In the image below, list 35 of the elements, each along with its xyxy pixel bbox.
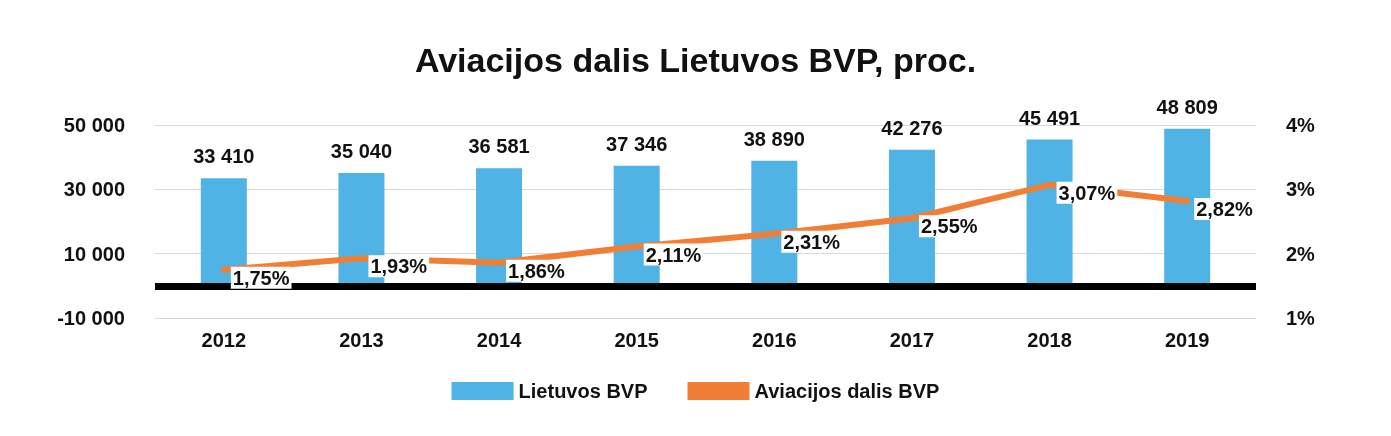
y-tick-label: 30 000 [63,178,125,201]
y-tick-label: 10 000 [63,242,125,265]
y2-tick-label: 3% [1286,178,1316,201]
x-tick-label: 2016 [752,329,797,351]
data-label: 33 410 [193,145,255,168]
chart-title: Aviacijos dalis Lietuvos BVP, proc. [414,41,977,79]
x-tick-label: 2013 [339,329,384,351]
x-tick-label: 2015 [614,329,659,351]
y2-tick-label: 1% [1286,307,1316,329]
x-tick-label: 2017 [889,329,935,351]
data-label: 42 276 [881,116,943,139]
y-tick-label: -10 000 [57,307,125,329]
legend-label: Aviacijos dalis BVP [754,380,940,402]
data-label: 2,82% [1196,197,1254,220]
x-tick-label: 2019 [1164,329,1210,351]
data-label: 36 581 [468,135,530,158]
y-tick-label: 50 000 [63,114,125,136]
legend-label: Lietuvos BVP [518,380,648,402]
data-label: 37 346 [606,132,668,155]
y2-tick-label: 4% [1286,114,1316,136]
data-label: 1,75% [232,266,290,289]
data-label: 2,55% [920,215,978,238]
x-tick-label: 2014 [476,329,523,351]
x-tick-label: 2012 [201,329,247,351]
data-label: 2,31% [783,230,841,253]
data-label: 48 809 [1156,95,1218,118]
data-label: 35 040 [330,140,393,163]
x-tick-label: 2018 [1027,329,1072,351]
data-label: 38 890 [743,127,805,150]
data-label: 1,93% [370,255,428,278]
data-label: 1,86% [508,259,565,282]
data-label: 45 491 [1018,106,1081,129]
data-label: 3,07% [1058,181,1116,204]
data-label: 2,11% [645,243,702,266]
y2-tick-label: 2% [1286,242,1316,265]
